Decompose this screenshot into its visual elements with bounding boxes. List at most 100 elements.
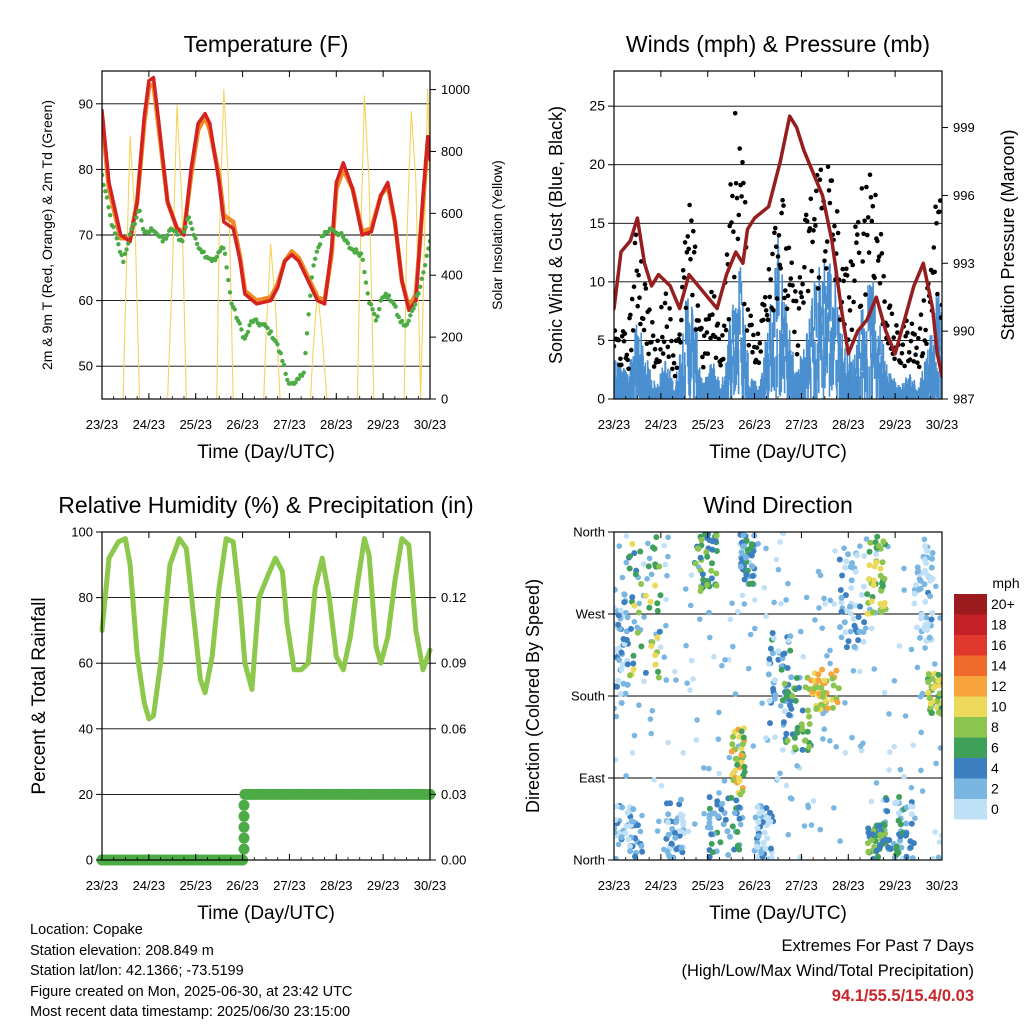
x-tick-label: 30/23 xyxy=(926,417,959,432)
dewpoint-point xyxy=(345,241,351,246)
gust-point xyxy=(829,178,835,183)
gust-point xyxy=(657,359,662,364)
direction-point xyxy=(617,607,624,614)
direction-point xyxy=(937,615,942,621)
x-tick-label: 29/23 xyxy=(879,417,912,432)
gust-point xyxy=(796,306,802,311)
direction-point xyxy=(781,708,788,715)
gust-point xyxy=(879,251,885,256)
direction-point xyxy=(672,830,679,836)
gust-point xyxy=(767,294,773,300)
direction-point xyxy=(771,599,777,606)
direction-point xyxy=(745,665,752,672)
x-axis: 23/23 24/23 25/23 26/23 27/23 28/23 29/23 30/23… xyxy=(86,532,446,924)
direction-point xyxy=(843,644,850,651)
direction-point xyxy=(641,678,647,685)
gust-point xyxy=(903,333,908,339)
direction-point xyxy=(682,586,689,592)
direction-point xyxy=(718,806,725,813)
direction-point xyxy=(762,845,769,852)
dewpoint-point xyxy=(247,323,252,328)
gust-point xyxy=(876,254,882,259)
dewpoint-point xyxy=(124,247,129,252)
direction-point xyxy=(692,560,699,567)
gust-point xyxy=(847,308,853,313)
direction-point xyxy=(868,798,875,805)
gust-point xyxy=(771,307,776,313)
direction-point xyxy=(708,575,715,582)
direction-point xyxy=(769,650,776,657)
gust-point xyxy=(650,333,656,339)
gust-point xyxy=(860,259,865,264)
x-tick-label: 24/23 xyxy=(645,417,678,432)
gust-point xyxy=(905,330,910,336)
direction-point xyxy=(897,766,904,773)
dewpoint-point xyxy=(340,234,346,240)
direction-point xyxy=(653,534,660,541)
direction-point xyxy=(735,608,741,615)
direction-point xyxy=(616,543,623,549)
gust-point xyxy=(631,284,637,290)
direction-point xyxy=(614,646,620,653)
gust-point xyxy=(709,289,714,295)
gust-point xyxy=(868,195,874,200)
direction-point xyxy=(727,833,733,840)
direction-point xyxy=(701,765,707,771)
direction-point xyxy=(697,616,703,622)
direction-point xyxy=(614,855,619,860)
direction-point xyxy=(637,828,644,835)
direction-point xyxy=(799,707,806,714)
extremes-title: Extremes For Past 7 Days xyxy=(781,937,974,955)
direction-point xyxy=(741,763,748,770)
legend-label: 10 xyxy=(991,699,1007,715)
direction-point xyxy=(886,767,892,773)
direction-point xyxy=(737,563,744,570)
direction-point xyxy=(841,545,847,551)
direction-point xyxy=(860,583,867,590)
direction-point xyxy=(664,572,670,579)
gust-point xyxy=(632,240,638,246)
direction-point xyxy=(721,778,728,784)
direction-point xyxy=(767,818,774,825)
direction-point xyxy=(763,545,769,552)
direction-point xyxy=(695,545,702,552)
direction-point xyxy=(618,700,625,706)
y-right-tick-label: 990 xyxy=(953,324,975,339)
direction-point xyxy=(922,543,928,549)
direction-point xyxy=(627,848,634,855)
direction-point xyxy=(901,565,907,572)
direction-point xyxy=(848,610,854,617)
gust-point xyxy=(682,240,688,245)
y-right-tick-label: 0 xyxy=(441,392,448,407)
direction-point xyxy=(630,660,637,667)
direction-point xyxy=(794,763,800,769)
chart-title: Temperature (F) xyxy=(184,31,349,57)
direction-point xyxy=(873,559,880,566)
gust-point xyxy=(776,233,782,238)
dewpoint-point xyxy=(293,380,298,385)
x-tick-label: 23/23 xyxy=(86,417,119,432)
direction-point xyxy=(914,664,921,671)
direction-point xyxy=(687,687,693,693)
gust-point xyxy=(668,317,673,322)
direction-point xyxy=(752,597,758,603)
gust-point xyxy=(739,194,744,199)
direction-point xyxy=(662,561,668,568)
direction-point xyxy=(843,558,850,565)
gust-point xyxy=(706,316,712,322)
direction-point xyxy=(715,736,722,742)
dewpoint-point xyxy=(399,318,405,324)
direction-point xyxy=(630,666,637,673)
direction-point xyxy=(619,574,626,581)
gust-point xyxy=(799,294,804,300)
y-axis-right: 0.00 0.03 0.06 0.09 0.12 xyxy=(430,590,466,868)
direction-point xyxy=(708,840,715,847)
precip-point xyxy=(238,810,250,822)
gust-point xyxy=(775,254,781,259)
dewpoint-point xyxy=(308,293,313,298)
gust-point xyxy=(770,251,775,257)
gust-point xyxy=(786,245,792,251)
x-tick-label: 24/23 xyxy=(133,417,166,432)
x-tick-label: 29/23 xyxy=(367,417,400,432)
x-axis-label: Time (Day/UTC) xyxy=(709,442,847,463)
